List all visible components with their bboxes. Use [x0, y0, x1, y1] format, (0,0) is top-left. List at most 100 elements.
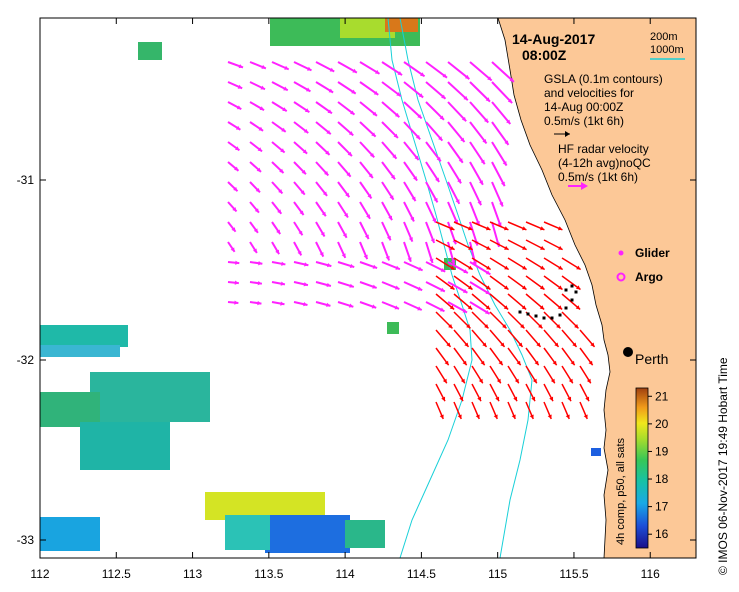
hf-arrow [491, 181, 504, 207]
sst-patch [225, 515, 270, 550]
hf-arrow [293, 201, 305, 216]
hf-arrow [447, 281, 468, 294]
hf-arrow [249, 300, 262, 306]
gsla-arrow [561, 365, 574, 384]
hf-arrow [271, 81, 289, 92]
hf-arrow [447, 81, 469, 101]
gsla-arrow [435, 383, 446, 402]
gsla-arrow [435, 221, 455, 231]
hf-arrow [271, 121, 287, 133]
hf-arrow [491, 81, 513, 104]
hf-arrow [337, 141, 353, 157]
gsla-scale-arrow [554, 131, 570, 137]
hf-arrow [491, 101, 512, 125]
gsla-arrow [471, 329, 488, 348]
gsla-arrow [543, 221, 563, 231]
hf-arrow [271, 221, 282, 235]
hf-arrow [381, 141, 398, 160]
gsla-note-line1: GSLA (0.1m contours) [544, 72, 663, 86]
hf-note-line3: 0.5m/s (1kt 6h) [558, 170, 638, 184]
sst-patch [265, 515, 350, 553]
gsla-arrow [579, 401, 588, 420]
glider-track [518, 284, 578, 320]
colorbar-tick-label: 18 [655, 472, 669, 486]
hf-arrow [249, 121, 264, 132]
hf-arrow [293, 141, 308, 155]
hf-arrow [425, 141, 442, 162]
gsla-arrow [543, 347, 558, 366]
gsla-arrow [435, 401, 444, 420]
hf-arrow [403, 241, 412, 263]
gsla-arrows [435, 221, 596, 420]
gsla-arrow [471, 221, 491, 231]
hf-arrow [315, 281, 332, 288]
hf-arrow [249, 201, 260, 214]
glider-point [564, 306, 568, 310]
hf-arrow [315, 181, 328, 197]
hf-arrow [469, 181, 482, 206]
hf-arrow [293, 241, 303, 256]
hf-arrow [337, 301, 354, 308]
gsla-arrow [543, 383, 554, 402]
hf-arrow [381, 241, 391, 261]
glider-point [526, 312, 530, 316]
hf-arrow [381, 181, 395, 201]
hf-arrow [337, 161, 352, 178]
depth-label-1000m: 1000m [650, 44, 684, 56]
depth-label-200m: 200m [650, 31, 678, 43]
isobaths [387, 18, 533, 558]
gsla-arrow [543, 365, 556, 384]
hf-arrow [337, 81, 357, 95]
hf-arrow [249, 81, 266, 91]
gsla-arrow [579, 347, 594, 366]
gsla-note-line4: 0.5m/s (1kt 6h) [544, 114, 624, 128]
gsla-arrow [507, 275, 527, 291]
hf-arrow [315, 81, 334, 94]
gsla-arrow [579, 329, 596, 348]
hf-arrow [227, 300, 239, 305]
hf-arrow [271, 141, 286, 154]
hf-arrow [403, 181, 417, 202]
sst-patch [80, 422, 170, 470]
hf-arrow [359, 181, 373, 199]
hf-arrow [403, 61, 426, 78]
gsla-arrow [489, 383, 500, 402]
gsla-arrow [525, 401, 534, 420]
gsla-arrow [489, 221, 509, 231]
colorbar-ticks: 16 17 18 19 20 21 [648, 389, 669, 541]
gsla-arrow [525, 347, 540, 366]
gsla-arrow [561, 383, 572, 402]
gsla-arrow [489, 329, 506, 348]
hf-arrow [403, 221, 414, 243]
hf-arrow [491, 161, 506, 187]
hf-arrow [381, 261, 401, 271]
gsla-arrow [507, 239, 527, 251]
gsla-arrow [453, 347, 468, 366]
hf-arrow [227, 181, 239, 192]
hf-arrow [249, 101, 265, 111]
hf-arrow [249, 280, 263, 286]
sst-patches [40, 18, 601, 553]
gsla-arrow [579, 365, 592, 384]
hf-radar-arrows [227, 61, 515, 315]
hf-arrow [315, 201, 327, 217]
hf-arrow [447, 241, 456, 265]
gsla-arrow [471, 239, 491, 251]
gsla-arrow [543, 239, 563, 251]
colorbar-tick-label: 19 [655, 444, 669, 458]
sst-patch [40, 392, 100, 427]
gsla-arrow [561, 257, 582, 271]
x-axis: 112 112.5 113 113.5 114 114.5 115 115.5 116 [30, 18, 660, 581]
hf-arrow [447, 161, 462, 184]
x-tick-label: 116 [641, 567, 660, 581]
x-tick-label: 114 [336, 567, 355, 581]
glider-point [534, 314, 538, 318]
hf-arrow [447, 121, 466, 143]
gsla-arrow [435, 293, 455, 311]
glider-label: Glider [635, 246, 670, 260]
gsla-arrow [453, 257, 474, 271]
x-tick-label: 112.5 [102, 567, 131, 581]
sst-patch [345, 520, 385, 548]
isobath-200m [399, 18, 533, 558]
